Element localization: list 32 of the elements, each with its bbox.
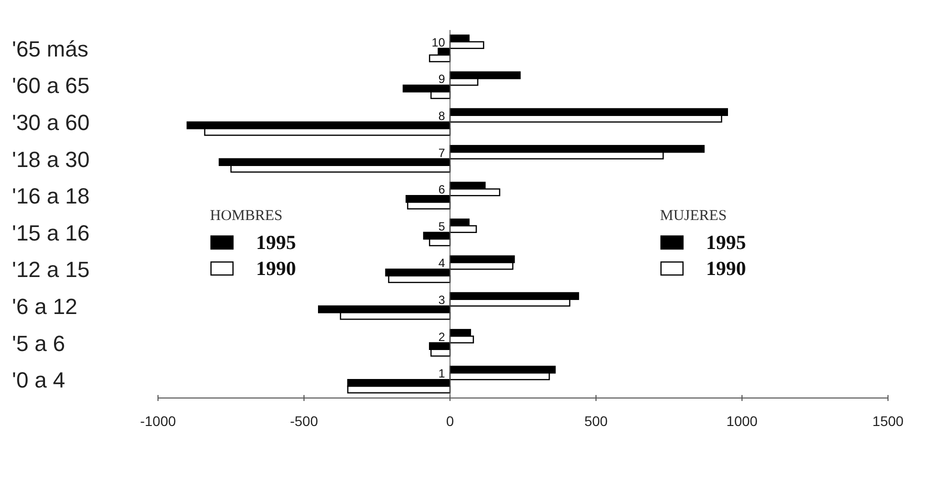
x-tick-label: 1500 [872,413,904,429]
legend-label: 1990 [706,258,746,280]
y-tick-label: '12 a 15 [12,257,90,282]
legend-label: 1990 [256,258,296,280]
annotation: HOMBRES [210,208,283,224]
y-tick-label: '6 a 12 [12,294,78,319]
x-tick-label: 0 [446,413,454,429]
y-tick-label: '0 a 4 [12,368,66,393]
annotation: MUJERES [660,208,727,224]
annotation: 9 [438,72,446,86]
annotation: 10 [432,35,446,50]
x-tick-label: -500 [290,413,318,429]
y-tick-label: '15 a 16 [12,220,90,246]
y-tick-label: '16 a 18 [12,184,90,209]
y-tick-label: '60 a 65 [12,73,90,98]
annotation: 5 [438,219,446,234]
legend-label: 1995 [256,232,296,254]
legend-label: 1995 [706,232,746,254]
x-tick-label: 500 [584,413,608,429]
y-tick-label: '5 a 6 [12,330,66,356]
annotation: 4 [438,256,446,270]
y-tick-label: '65 más [12,36,88,62]
annotation: 3 [438,293,446,307]
x-tick-label: 1000 [726,413,758,429]
annotation: 6 [438,182,446,197]
annotation: 8 [438,109,446,123]
x-tick-label: -1000 [140,413,176,429]
annotation: 1 [438,366,446,381]
y-tick-label: '18 a 30 [12,146,90,172]
y-tick-label: '30 a 60 [12,110,90,135]
annotation: 2 [438,330,446,344]
annotation: 7 [438,146,446,160]
